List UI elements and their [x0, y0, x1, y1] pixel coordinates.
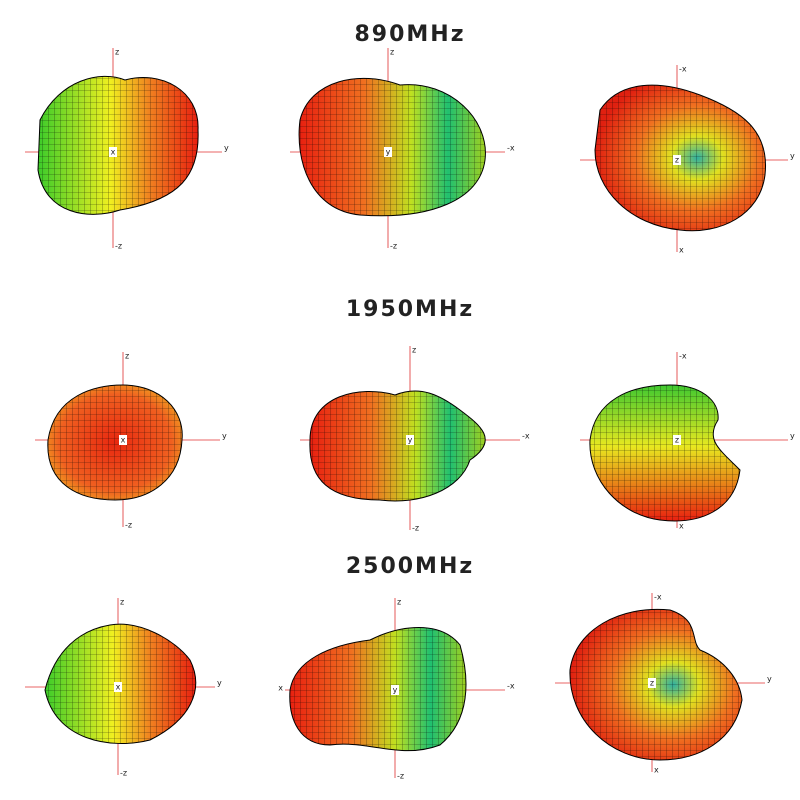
center-label-box [119, 435, 127, 445]
center-label-box [391, 685, 399, 695]
axis-label: z [120, 598, 124, 607]
pattern-mesh [299, 78, 486, 216]
center-label-box [406, 435, 414, 445]
center-label-box [114, 682, 122, 692]
center-label-box [673, 155, 681, 165]
axis-label: x [121, 436, 126, 445]
axis-label: -z [120, 769, 127, 778]
axis-label: z [125, 352, 129, 361]
radiation-pattern: z -x x y [555, 593, 772, 775]
axis-label: -x [679, 352, 687, 361]
axis-label: z [675, 156, 679, 165]
radiation-pattern: x z -z y [25, 48, 229, 251]
axis-label: y [393, 686, 398, 695]
axis-label: y [217, 679, 222, 688]
pattern-mesh [289, 627, 466, 751]
axis-label: -x [507, 682, 515, 691]
radiation-pattern: z -x x y [580, 352, 795, 531]
center-label-box [648, 678, 656, 688]
axis-label: x [654, 766, 659, 775]
pattern-mesh [38, 76, 199, 215]
radiation-pattern: y z -z -x [300, 346, 530, 533]
axis-label: z [675, 436, 679, 445]
axis-label: -z [397, 772, 404, 781]
axis-label: y [222, 432, 227, 441]
axis-label: -x [654, 593, 662, 602]
center-label-box [109, 147, 117, 157]
axis-label: -z [390, 242, 397, 251]
pattern-mesh [47, 385, 183, 500]
axis-label: z [115, 48, 119, 57]
axis-label: z [390, 48, 394, 57]
axis-label: y [790, 432, 795, 441]
axis-label: y [408, 436, 413, 445]
radiation-pattern: z -x x y [580, 65, 795, 255]
center-label-box [673, 435, 681, 445]
axis-label: -z [412, 524, 419, 533]
pattern-mesh [309, 390, 486, 501]
axis-label: -x [507, 144, 515, 153]
axis-label: z [397, 598, 401, 607]
row-title: 1950MHz [346, 297, 474, 322]
axis-label: y [224, 144, 229, 153]
axis-label: -z [125, 521, 132, 530]
center-label-box [384, 147, 392, 157]
plots: 890MHz x z -z y y z -z -x z -x x y 1950MHz x z -z y y z -z -x… [25, 22, 795, 781]
axis-label: x [111, 148, 116, 157]
axis-label: -x [522, 432, 530, 441]
axis-label: x [679, 522, 684, 531]
row-title: 2500MHz [346, 554, 474, 579]
radiation-pattern: x z -z y [25, 598, 222, 778]
axis-label: -x [679, 65, 687, 74]
radiation-pattern: y z -z -x [290, 48, 515, 251]
axis-label: x [278, 684, 283, 693]
axis-label: y [767, 675, 772, 684]
axis-label: x [679, 246, 684, 255]
pattern-mesh [589, 385, 740, 521]
row-title: 890MHz [354, 22, 465, 47]
axis-label: z [650, 679, 654, 688]
axis-label: y [386, 148, 391, 157]
axis-label: y [790, 152, 795, 161]
radiation-pattern: x z -z y [35, 352, 227, 530]
axis-label: z [412, 346, 416, 355]
radiation-pattern: y z -z -x x [278, 598, 515, 781]
axis-label: -z [115, 242, 122, 251]
axis-label: x [116, 683, 121, 692]
